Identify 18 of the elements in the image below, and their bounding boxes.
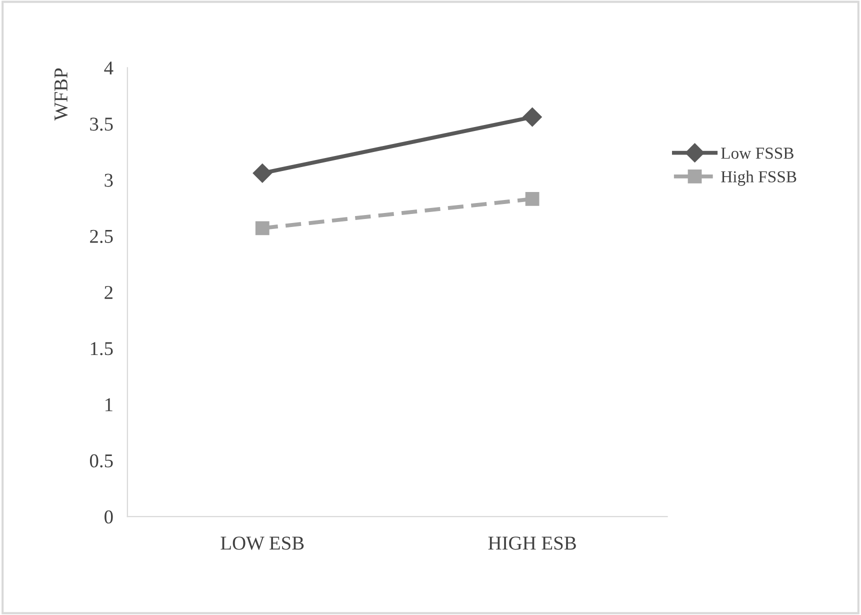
legend-label: Low FSSB (721, 148, 794, 159)
point (522, 108, 542, 127)
point (252, 164, 272, 183)
y-tick-label: 3.5 (90, 118, 113, 131)
y-tick-label: 1 (106, 398, 112, 412)
y-tick-label: 2 (104, 286, 112, 299)
legend-label: High FSSB (721, 170, 796, 186)
x-tick-label: HIGH ESB (488, 536, 576, 550)
point (525, 192, 540, 206)
y-tick-label: 0 (104, 510, 113, 524)
y-tick-label: 1.5 (90, 342, 113, 356)
point (255, 221, 270, 236)
y-tick-label: 3 (104, 174, 113, 187)
y-tick-label: 2.5 (90, 230, 113, 244)
x-tick-label: LOW ESB (220, 536, 304, 550)
y-tick-label: 4 (104, 62, 114, 74)
y-axis-title: WFBP (54, 68, 68, 121)
y-tick-label: 0.5 (90, 454, 113, 468)
